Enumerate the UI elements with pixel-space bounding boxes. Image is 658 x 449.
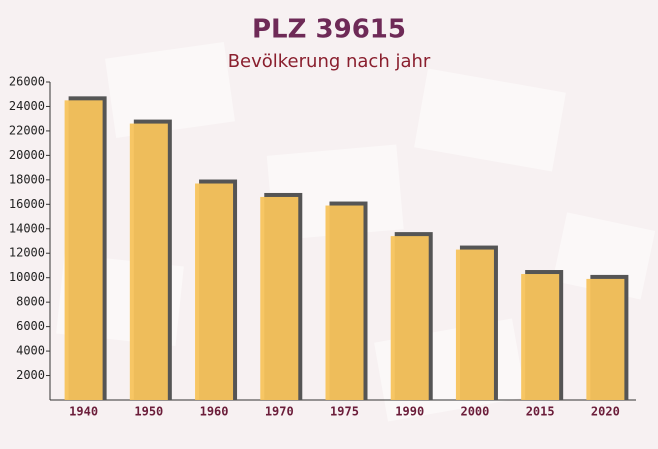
x-tick-label: 1950 [134,405,163,419]
bar [64,100,103,400]
y-tick-label: 8000 [16,295,45,309]
x-tick-label: 2015 [526,405,555,419]
chart-subtitle: Bevölkerung nach jahr [228,51,431,72]
y-tick-label: 4000 [16,344,45,358]
y-tick-label: 20000 [9,148,45,162]
chart-title: PLZ 39615 [252,15,406,45]
y-tick-label: 22000 [9,123,45,137]
y-tick-label: 2000 [16,368,45,382]
y-tick-label: 26000 [9,75,45,89]
x-tick-label: 1960 [200,405,229,419]
y-tick-label: 14000 [9,221,45,235]
x-tick-label: 1940 [69,405,98,419]
y-tick-label: 24000 [9,99,45,113]
y-tick-label: 6000 [16,319,45,333]
y-tick-label: 18000 [9,172,45,186]
bar [521,274,560,400]
x-tick-label: 2020 [591,405,620,419]
y-tick-label: 10000 [9,270,45,284]
x-tick-label: 1975 [330,405,359,419]
bar [586,278,625,400]
bar [195,183,234,400]
bar [325,205,364,400]
y-tick-label: 12000 [9,246,45,260]
y-tick-label: 16000 [9,197,45,211]
bar [390,236,429,400]
bar [129,123,168,400]
bar [260,196,299,400]
x-tick-label: 2000 [460,405,489,419]
bar [455,249,494,400]
x-tick-label: 1970 [265,405,294,419]
x-tick-label: 1990 [395,405,424,419]
